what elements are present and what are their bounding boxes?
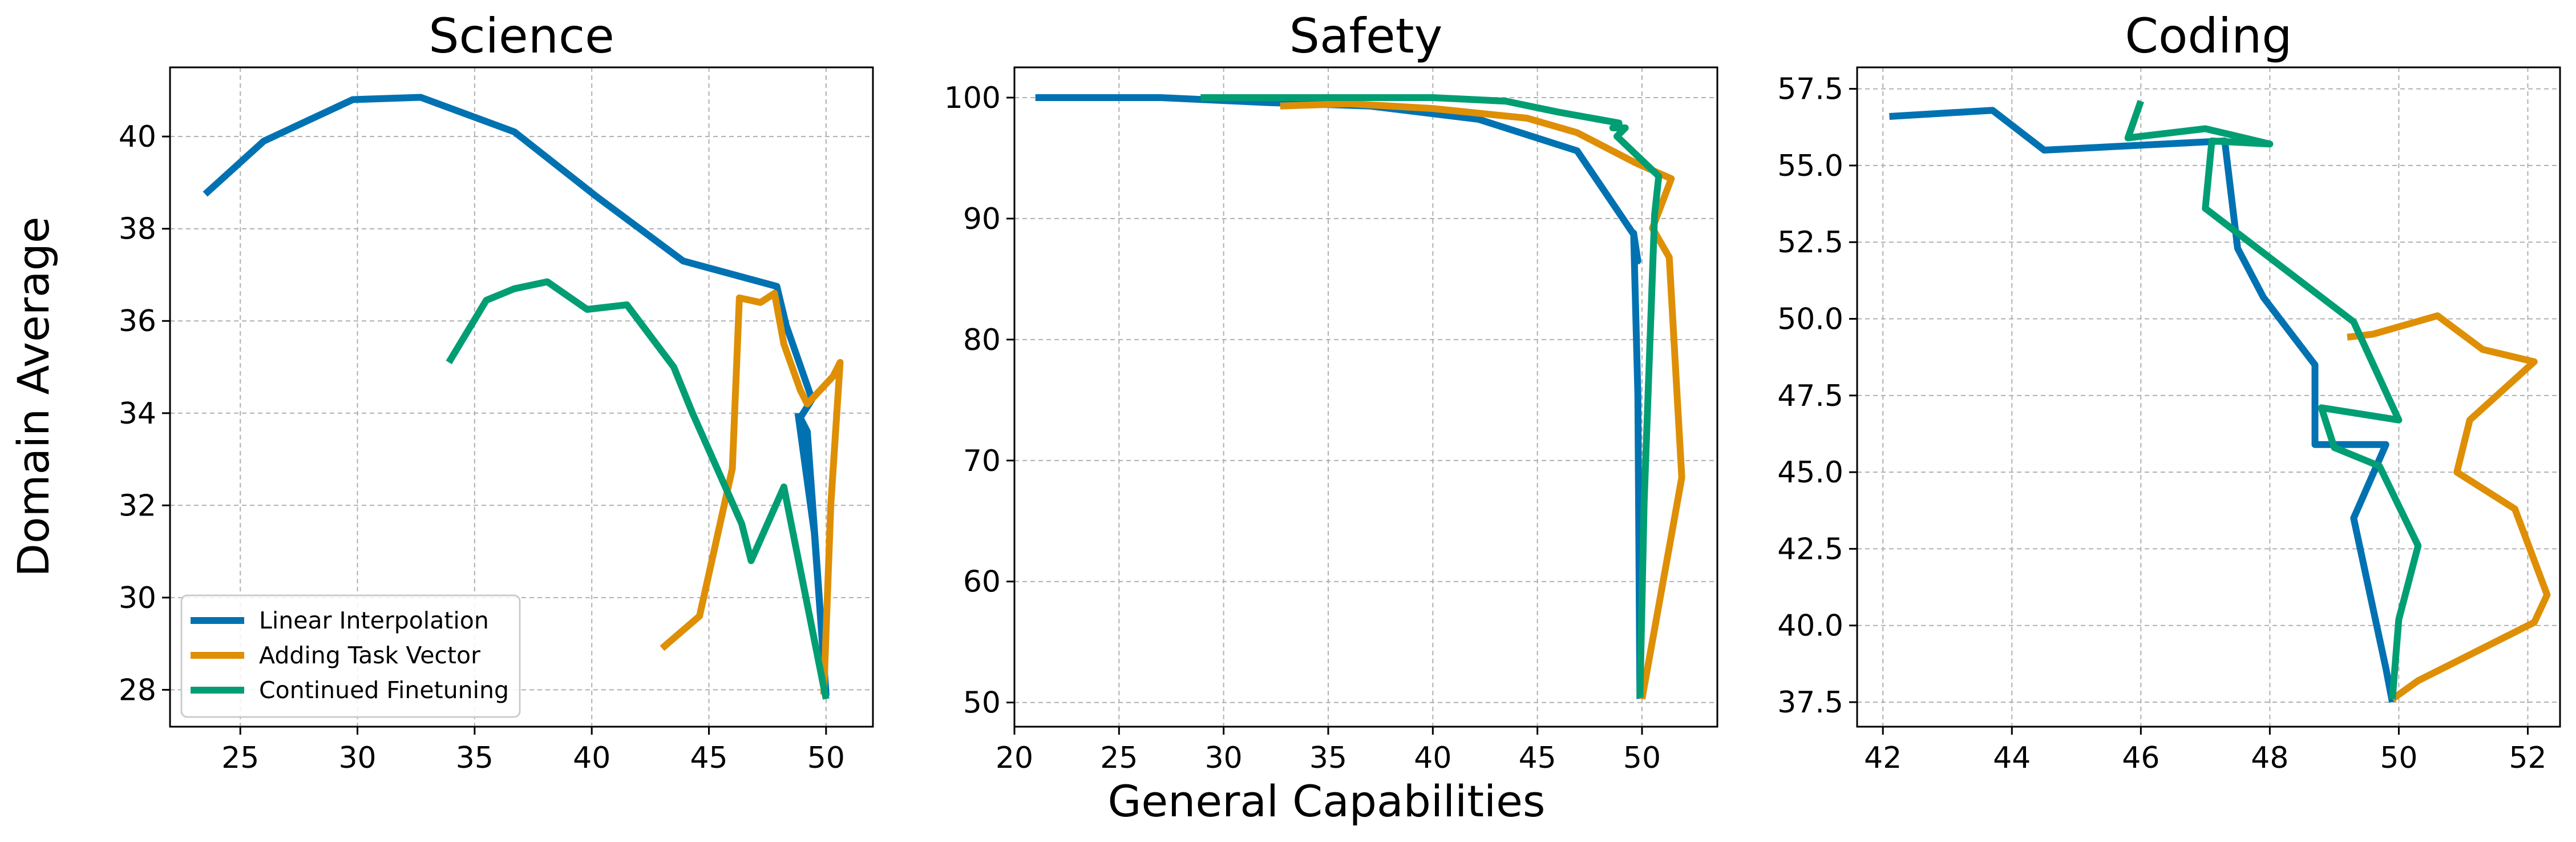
y-tick-label: 32: [119, 489, 156, 523]
series-line-continued-finetuning: [2124, 100, 2422, 700]
x-tick-label: 46: [2122, 741, 2160, 775]
y-tick-label: 52.5: [1777, 225, 1843, 260]
y-tick-label: 100: [944, 81, 1001, 115]
legend-label: Linear Interpolation: [259, 607, 489, 634]
y-tick-label: 47.5: [1777, 379, 1843, 413]
panel-science: 25 30 35 40 45 50 28 30 32 34 36 38 40 Science: [119, 8, 874, 775]
series-line-adding-task-vector: [660, 289, 844, 695]
x-tick-label: 25: [221, 741, 259, 775]
y-tick-label: 40.0: [1777, 609, 1843, 643]
y-tick-label: 57.5: [1777, 72, 1843, 107]
legend-label: Adding Task Vector: [259, 642, 480, 669]
series-line-linear-interpolation: [1889, 107, 2396, 703]
y-tick-label: 90: [963, 202, 1001, 236]
y-tick-label: 28: [119, 673, 156, 707]
x-tick-label: 44: [1993, 741, 2031, 775]
x-tick-label: 50: [2380, 741, 2417, 775]
series-line-linear-interpolation: [1035, 94, 1644, 699]
x-tick-label: 25: [1100, 741, 1138, 775]
x-tick-label: 40: [573, 741, 610, 775]
y-tick-label: 37.5: [1777, 686, 1843, 720]
panel-title: Coding: [2125, 8, 2292, 64]
axes-frame: [169, 66, 874, 728]
y-tick-label: 42.5: [1777, 532, 1843, 566]
y-tick-label: 40: [119, 120, 156, 154]
x-tick-label: 30: [1205, 741, 1243, 775]
panel-safety: 20 25 30 35 40 45 50 50 60 70 80 90 100 Safety: [944, 8, 1718, 775]
panel-coding: 42 44 46 48 50 52 37.5 40.0 42.5 45.0 47.5 50.0 52.5…: [1777, 8, 2561, 775]
x-tick-label: 50: [807, 741, 845, 775]
series-line-continued-finetuning: [1200, 94, 1663, 698]
figure-xlabel: General Capabilities: [1108, 776, 1546, 827]
x-tick-label: 35: [1309, 741, 1347, 775]
y-tick-label: 55.0: [1777, 149, 1843, 183]
legend-label: Continued Finetuning: [259, 676, 509, 704]
x-tick-label: 40: [1414, 741, 1451, 775]
y-tick-label: 36: [119, 304, 156, 339]
panel-title: Safety: [1289, 8, 1443, 64]
figure-ylabel: Domain Average: [8, 216, 59, 577]
y-tick-label: 38: [119, 212, 156, 247]
series-line-adding-task-vector: [2347, 312, 2551, 702]
x-tick-label: 48: [2251, 741, 2288, 775]
axes-frame: [1856, 66, 2561, 728]
x-tick-label: 52: [2509, 741, 2546, 775]
series-line-adding-task-vector: [1280, 100, 1685, 700]
series-line-continued-finetuning: [446, 278, 830, 700]
panel-title: Science: [428, 8, 614, 64]
legend-box: [180, 594, 521, 718]
y-tick-label: 80: [963, 323, 1001, 357]
x-tick-label: 50: [1623, 741, 1661, 775]
x-tick-label: 45: [1519, 741, 1556, 775]
y-tick-label: 70: [963, 444, 1001, 478]
panels: 25 30 35 40 45 50 28 30 32 34 36 38 40 Science 20 25 30 3…: [119, 8, 2561, 775]
legend: Linear Interpolation Adding Task Vector Co…: [180, 594, 521, 718]
x-tick-label: 35: [456, 741, 494, 775]
axes-frame: [1013, 66, 1718, 728]
x-tick-label: 20: [996, 741, 1033, 775]
x-tick-label: 45: [690, 741, 727, 775]
y-tick-label: 34: [119, 397, 156, 431]
y-tick-label: 30: [119, 581, 156, 615]
y-tick-label: 60: [963, 565, 1001, 599]
series-line-linear-interpolation: [203, 94, 830, 698]
x-tick-label: 42: [1864, 741, 1902, 775]
y-tick-label: 50: [963, 686, 1001, 720]
y-tick-label: 50.0: [1777, 303, 1843, 337]
x-tick-label: 30: [338, 741, 376, 775]
y-tick-label: 45.0: [1777, 456, 1843, 490]
